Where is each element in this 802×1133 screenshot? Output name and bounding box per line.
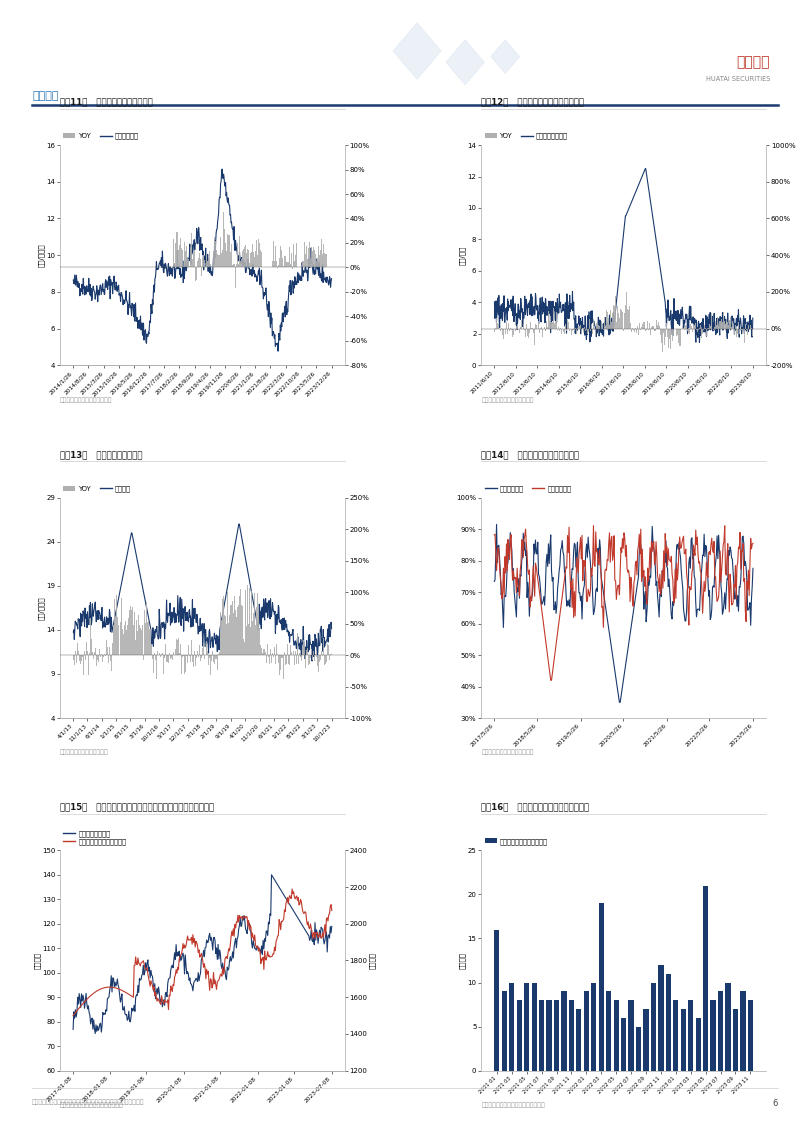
Bar: [747, 1000, 753, 1071]
Y-axis label: （万套）: （万套）: [460, 952, 466, 969]
Bar: [688, 1000, 694, 1071]
Bar: [502, 991, 507, 1071]
Text: 资料来源：博亚和讯，华泰研究: 资料来源：博亚和讯，华泰研究: [60, 398, 112, 402]
Bar: [643, 1010, 649, 1071]
Bar: [733, 1010, 738, 1071]
Legend: YOY, 黄鸡均价: YOY, 黄鸡均价: [63, 486, 131, 492]
Y-axis label: （元/公斤）: （元/公斤）: [38, 596, 45, 620]
Bar: [703, 886, 708, 1071]
Bar: [554, 1000, 559, 1071]
Legend: 全国白羽肉鸡祖代更新数量: 全国白羽肉鸡祖代更新数量: [484, 838, 548, 845]
Text: 6: 6: [772, 1099, 778, 1108]
Text: 图表16：   全国白羽肉鸡祖代种鸡更新数量: 图表16： 全国白羽肉鸡祖代种鸡更新数量: [481, 803, 589, 811]
Bar: [509, 982, 514, 1071]
Bar: [539, 1000, 545, 1071]
Bar: [718, 991, 723, 1071]
Bar: [621, 1017, 626, 1071]
Legend: YOY, 白羽肉鸡均价: YOY, 白羽肉鸡均价: [63, 133, 139, 139]
Bar: [598, 903, 604, 1071]
Text: HUATAI SECURITIES: HUATAI SECURITIES: [706, 76, 770, 83]
Bar: [577, 1010, 581, 1071]
Text: 图表12：   主产区肉鸡苗均价及同比变化: 图表12： 主产区肉鸡苗均价及同比变化: [481, 97, 585, 107]
Bar: [546, 1000, 552, 1071]
Legend: YOY, 主产区肉鸡苗均价: YOY, 主产区肉鸡苗均价: [484, 133, 568, 139]
Bar: [681, 1010, 686, 1071]
Text: 华泰证券: 华泰证券: [736, 56, 770, 69]
Legend: 在产祖代种鸡存栏, 在产父母代种鸡存栏（右）: 在产祖代种鸡存栏, 在产父母代种鸡存栏（右）: [63, 830, 127, 845]
Text: 资料来源：博亚和讯，华泰研究: 资料来源：博亚和讯，华泰研究: [481, 750, 534, 756]
Bar: [561, 991, 566, 1071]
Y-axis label: （万套）: （万套）: [34, 952, 40, 969]
Text: 资料来源：中国畜牧业协会，华泰研究: 资料来源：中国畜牧业协会，华泰研究: [60, 1102, 124, 1108]
Text: 图表14：   禽类屠宰场开工率与库容率: 图表14： 禽类屠宰场开工率与库容率: [481, 450, 579, 459]
Bar: [673, 1000, 678, 1071]
Y-axis label: （元/公斤）: （元/公斤）: [38, 244, 45, 267]
Bar: [569, 1000, 574, 1071]
Bar: [658, 965, 663, 1071]
Bar: [711, 1000, 715, 1071]
Text: 免责声明和披露以及分析师声明是报告的一部分，请务必一起阅读。: 免责声明和披露以及分析师声明是报告的一部分，请务必一起阅读。: [32, 1099, 144, 1105]
Text: 农林牧渔: 农林牧渔: [32, 92, 59, 101]
Bar: [591, 982, 597, 1071]
Bar: [740, 991, 746, 1071]
Bar: [614, 1000, 619, 1071]
Text: 资料来源：中国畜牧业协会，华泰研究: 资料来源：中国畜牧业协会，华泰研究: [481, 1102, 545, 1108]
Bar: [532, 982, 537, 1071]
Bar: [636, 1026, 641, 1071]
Text: 图表13：   黄鸡均价及同比变化: 图表13： 黄鸡均价及同比变化: [60, 450, 143, 459]
Bar: [695, 1017, 701, 1071]
Bar: [494, 930, 500, 1071]
Bar: [629, 1000, 634, 1071]
Bar: [651, 982, 656, 1071]
Text: 资料来源：博亚和讯，华泰研究: 资料来源：博亚和讯，华泰研究: [481, 398, 534, 402]
Bar: [516, 1000, 522, 1071]
Y-axis label: （万套）: （万套）: [369, 952, 375, 969]
Bar: [524, 982, 529, 1071]
Legend: 屠宰场开工率, 屠宰场库容率: 屠宰场开工率, 屠宰场库容率: [484, 486, 571, 492]
Y-axis label: （元/羽）: （元/羽）: [460, 246, 466, 265]
Text: 图表11：   白羽肉鸡均价及同比变化: 图表11： 白羽肉鸡均价及同比变化: [60, 97, 153, 107]
Bar: [666, 973, 671, 1071]
Text: 资料来源：新牧网，华泰研究: 资料来源：新牧网，华泰研究: [60, 750, 109, 756]
Bar: [725, 982, 731, 1071]
Bar: [606, 991, 611, 1071]
Bar: [584, 991, 589, 1071]
Text: 图表15：   全国定点监测企业白羽鸡在产祖代和父母代种鸡存栏: 图表15： 全国定点监测企业白羽鸡在产祖代和父母代种鸡存栏: [60, 803, 214, 811]
